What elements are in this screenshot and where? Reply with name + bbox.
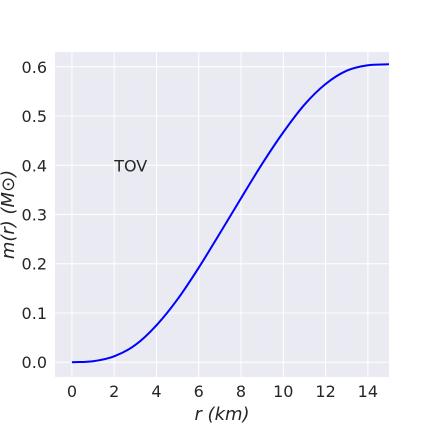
y-tick-label: 0.2: [22, 255, 47, 274]
x-tick-label: 10: [273, 382, 293, 401]
y-tick-label: 0.4: [22, 156, 47, 175]
y-tick-label: 0.0: [22, 353, 47, 372]
y-tick-label: 0.3: [22, 206, 47, 225]
y-axis-label: m(r) (M⊙): [0, 170, 19, 259]
y-tick-label: 0.1: [22, 304, 47, 323]
x-tick-label: 8: [236, 382, 246, 401]
x-tick-label: 4: [151, 382, 161, 401]
x-tick-labels: 0 2 4 6 8 10 12 14: [67, 382, 378, 401]
x-axis-label: r (km): [194, 404, 249, 425]
x-tick-label: 2: [109, 382, 119, 401]
y-tick-label: 0.5: [22, 107, 47, 126]
tov-annotation: TOV: [113, 156, 147, 175]
y-tick-label: 0.6: [22, 58, 47, 77]
x-tick-label: 6: [194, 382, 204, 401]
y-tick-labels: 0.0 0.1 0.2 0.3 0.4 0.5 0.6: [22, 58, 47, 372]
grid-lines: [55, 52, 389, 377]
series-lines: [71, 63, 389, 364]
x-tick-label: 14: [358, 382, 378, 401]
mass-curve-line: [71, 63, 389, 364]
x-tick-label: 0: [67, 382, 77, 401]
x-tick-label: 12: [315, 382, 335, 401]
